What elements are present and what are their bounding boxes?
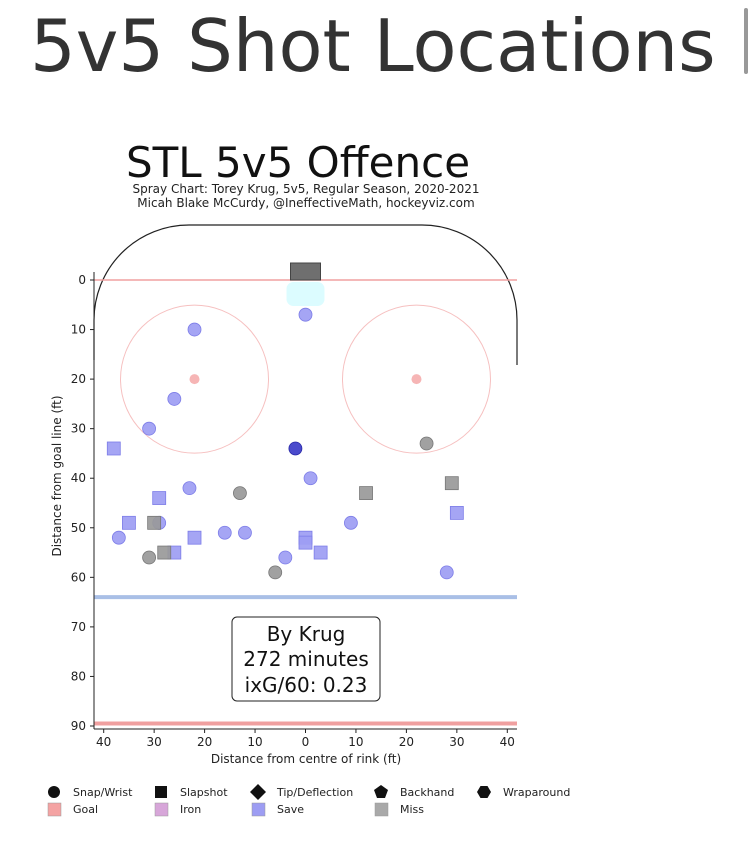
shot-markers xyxy=(106,307,464,580)
miss-square-marker xyxy=(157,545,172,560)
save-circle-marker xyxy=(182,481,197,496)
summary-ixg: ixG/60: 0.23 xyxy=(245,673,368,697)
save-circle-marker xyxy=(439,565,454,580)
legend-miss-swatch xyxy=(374,802,389,817)
player-summary-box: By Krug 272 minutes ixG/60: 0.23 xyxy=(231,616,381,702)
y-tick-label: 70 xyxy=(71,620,86,634)
rink-outline xyxy=(93,224,518,726)
miss-square-marker xyxy=(444,476,459,491)
save-square-marker xyxy=(122,515,136,530)
legend-shape-label: Wraparound xyxy=(503,786,570,799)
miss-square-marker xyxy=(359,486,373,500)
miss-circle-marker xyxy=(268,565,283,580)
chart-title: STL 5v5 Offence xyxy=(126,138,470,187)
legend-square-icon xyxy=(155,786,167,798)
chart-subtitle-line2: Micah Blake McCurdy, @IneffectiveMath, h… xyxy=(137,196,474,210)
save-circle-marker xyxy=(298,307,313,322)
legend-iron-swatch xyxy=(154,802,169,817)
x-tick-label: 30 xyxy=(147,735,162,749)
legend-shape-label: Backhand xyxy=(400,786,454,799)
save-square-marker xyxy=(449,506,464,520)
goal-crease xyxy=(286,282,325,306)
miss-circle-marker xyxy=(419,436,434,451)
x-tick-label: 30 xyxy=(449,735,464,749)
save-circle-marker xyxy=(278,550,293,565)
x-tick-label: 40 xyxy=(96,735,111,749)
legend-outcome-label: Iron xyxy=(180,803,201,816)
save-circle-marker xyxy=(303,471,318,486)
rink-boards xyxy=(93,224,518,365)
legend-shape-label: Tip/Deflection xyxy=(276,786,353,799)
save-circle-marker xyxy=(217,525,232,540)
legend-hexagon-icon xyxy=(477,786,491,798)
y-tick-label: 50 xyxy=(71,521,86,535)
legend-outcome-label: Save xyxy=(277,803,304,816)
legend-goal-swatch xyxy=(47,802,62,817)
x-tick-label: 0 xyxy=(302,735,310,749)
legend-pentagon-icon xyxy=(374,785,388,798)
goal-net xyxy=(290,262,321,281)
y-tick-label: 80 xyxy=(71,669,86,683)
x-tick-label: 40 xyxy=(500,735,515,749)
y-tick-label: 90 xyxy=(71,719,86,733)
x-axis-label: Distance from centre of rink (ft) xyxy=(211,752,401,766)
save-circle-marker xyxy=(238,525,252,540)
legend-outcome-label: Goal xyxy=(73,803,98,816)
x-tick-label: 20 xyxy=(197,735,212,749)
x-tick-label: 10 xyxy=(348,735,363,749)
faceoff-circle-right xyxy=(341,304,491,454)
legend: Snap/Wrist Slapshot Tip/Deflection Backhand… xyxy=(47,784,570,817)
x-tick-label: 10 xyxy=(247,735,262,749)
y-tick-label: 0 xyxy=(78,273,86,287)
chart-subtitle-line1: Spray Chart: Torey Krug, 5v5, Regular Se… xyxy=(133,182,480,196)
page-title: 5v5 Shot Locations xyxy=(30,4,716,88)
y-tick-label: 10 xyxy=(71,323,86,337)
legend-save-swatch xyxy=(251,802,266,817)
save-square-marker xyxy=(152,491,167,505)
save-square-marker xyxy=(106,441,121,456)
save-circle-marker xyxy=(142,421,157,436)
x-tick-label: 20 xyxy=(399,735,414,749)
faceoff-dot-left xyxy=(189,374,200,385)
y-tick-label: 40 xyxy=(71,471,86,485)
summary-player: By Krug xyxy=(267,622,346,646)
axes: 0 10 20 30 40 50 60 70 80 90 40 30 20 10 0 10 20 30 40 xyxy=(71,272,517,749)
miss-circle-marker xyxy=(142,550,157,565)
y-tick-label: 20 xyxy=(71,372,86,386)
save-circle-marker xyxy=(288,441,303,456)
y-axis-label: Distance from goal line (ft) xyxy=(50,395,64,556)
faceoff-dot-right xyxy=(411,374,422,385)
legend-circle-icon xyxy=(48,786,60,798)
miss-square-marker xyxy=(147,515,162,530)
y-tick-label: 30 xyxy=(71,422,86,436)
miss-circle-marker xyxy=(233,486,247,500)
y-tick-label: 60 xyxy=(71,570,86,584)
legend-shape-label: Slapshot xyxy=(180,786,228,799)
save-square-marker xyxy=(187,530,202,545)
save-circle-marker xyxy=(111,530,126,545)
faceoff-circle-left xyxy=(120,304,270,454)
legend-outcome-label: Miss xyxy=(400,803,424,816)
save-square-marker xyxy=(298,535,313,550)
save-square-marker xyxy=(313,545,328,560)
scrollbar[interactable] xyxy=(744,8,748,74)
save-circle-marker xyxy=(167,392,182,406)
summary-minutes: 272 minutes xyxy=(243,647,369,671)
save-circle-marker xyxy=(187,322,202,337)
legend-diamond-icon xyxy=(250,784,266,800)
save-circle-marker xyxy=(344,515,358,530)
legend-shape-label: Snap/Wrist xyxy=(73,786,133,799)
